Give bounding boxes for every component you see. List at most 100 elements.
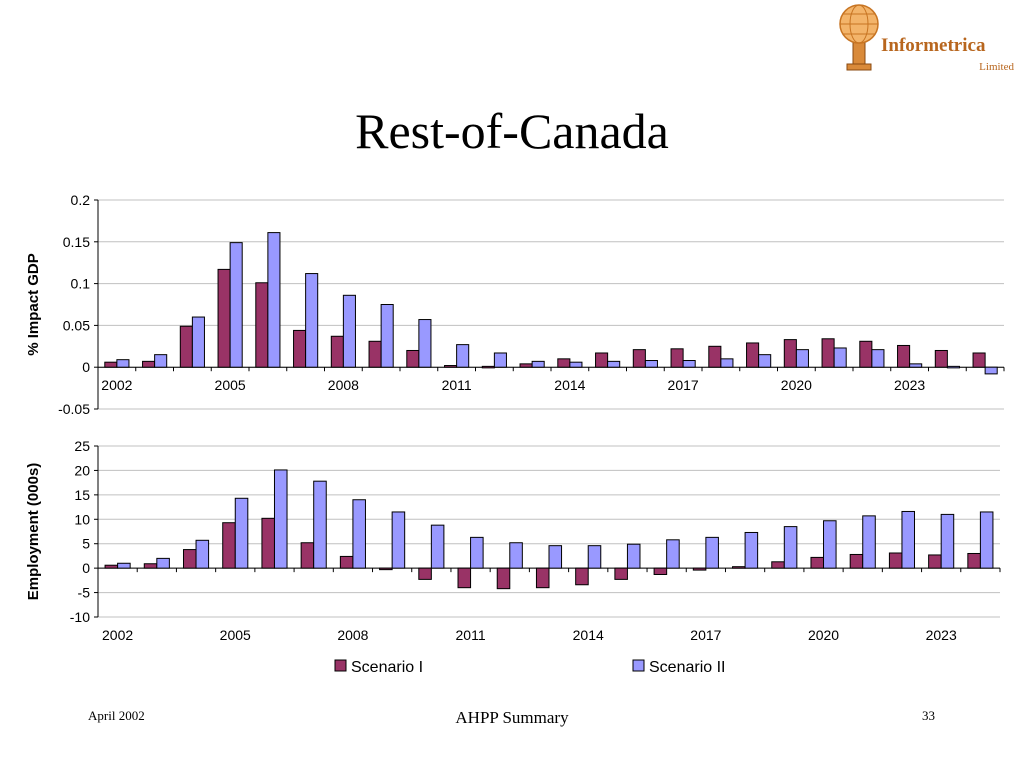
y-tick-label: 15 [74, 487, 90, 503]
bar-scenario-1-2003 [143, 563, 158, 569]
bar-scenario-2-2021 [862, 515, 876, 569]
bar-scenario-2-2022 [871, 349, 885, 368]
bar-scenario-2-2004 [191, 316, 205, 368]
bar-scenario-2-2023 [940, 513, 955, 569]
legend-label-1: Scenario I [351, 659, 423, 676]
bar-scenario-1-2003 [142, 360, 156, 368]
bar-scenario-1-2022 [888, 552, 903, 569]
x-tick-label: 2005 [220, 627, 251, 643]
bar-scenario-1-2009 [379, 567, 393, 571]
y-tick-label: 0 [82, 359, 90, 375]
bar-scenario-2-2010 [418, 319, 432, 368]
bar-scenario-2-2009 [380, 304, 394, 368]
bar-scenario-1-2023 [897, 344, 911, 368]
bar-scenario-1-2004 [179, 325, 193, 368]
chart-1: -0.05 0 0.05 0.1 0.15 0.2 2002 2005 2008 2011 2014… [25, 192, 1005, 417]
globe-logo-icon [839, 4, 879, 71]
bar-scenario-1-2021 [821, 338, 835, 368]
bar-scenario-1-2009 [368, 340, 382, 368]
bar-scenario-2-2020 [795, 349, 809, 368]
x-tick-label: 2017 [668, 377, 699, 393]
bar-scenario-1-2014 [557, 358, 571, 368]
bar-scenario-1-2010 [406, 349, 420, 368]
legend-swatch-2 [632, 659, 645, 672]
logo-subtitle: Limited [979, 61, 1014, 73]
bar-scenario-1-2008 [339, 555, 354, 569]
x-tick-label: 2020 [808, 627, 839, 643]
bar-scenario-1-2024 [934, 349, 948, 368]
logo-name: Informetrica [881, 35, 986, 56]
y-tick-label: -10 [70, 609, 90, 625]
bar-scenario-2-2021 [833, 347, 847, 368]
bar-scenario-1-2011 [457, 567, 472, 589]
bar-scenario-2-2015 [626, 543, 641, 569]
bar-scenario-2-2018 [720, 358, 734, 368]
bar-scenario-2-2018 [744, 531, 759, 569]
x-tick-label: 2008 [337, 627, 368, 643]
page-number: 33 [922, 708, 935, 723]
bar-scenario-2-2014 [587, 545, 602, 569]
bar-scenario-2-2003 [156, 557, 170, 569]
bar-scenario-2-2010 [430, 524, 445, 569]
x-tick-label: 2002 [101, 377, 132, 393]
bar-scenario-1-2013 [519, 363, 533, 368]
bar-scenario-1-2006 [261, 517, 275, 569]
bar-scenario-2-2025 [984, 366, 998, 375]
bar-scenario-1-2025 [972, 352, 986, 368]
bar-scenario-2-2008 [352, 499, 366, 569]
bar-scenario-2-2005 [229, 242, 243, 368]
bar-scenario-2-2017 [682, 360, 696, 368]
legend-swatch-1 [334, 659, 347, 672]
bar-scenario-1-2010 [418, 567, 432, 580]
bar-scenario-2-2019 [783, 526, 798, 569]
y-tick-label: -0.05 [58, 401, 90, 417]
bar-scenario-1-2016 [653, 567, 668, 575]
x-tick-label: 2005 [215, 377, 246, 393]
x-tick-label: 2008 [328, 377, 359, 393]
bar-scenario-1-2011 [444, 365, 458, 368]
bar-scenario-1-2005 [217, 268, 231, 368]
bar-scenario-1-2012 [496, 567, 511, 590]
y-tick-label: 0.2 [71, 192, 91, 208]
bar-scenario-1-2007 [300, 542, 315, 569]
bar-scenario-1-2020 [783, 339, 797, 368]
bar-scenario-1-2015 [595, 352, 609, 368]
legend: Scenario I Scenario II [334, 659, 725, 676]
bar-scenario-1-2002 [104, 564, 119, 569]
informetrica-logo: Informetrica Limited [838, 2, 1018, 78]
bar-scenario-2-2023 [909, 363, 923, 368]
bar-scenario-2-2020 [823, 520, 837, 569]
bar-scenario-1-2019 [746, 342, 760, 368]
bar-scenario-2-2002 [116, 359, 130, 368]
x-tick-label: 2002 [102, 627, 133, 643]
x-tick-label: 2020 [781, 377, 812, 393]
bar-scenario-2-2017 [705, 536, 719, 569]
bar-scenario-1-2007 [293, 329, 307, 368]
y-tick-label: 20 [74, 462, 90, 478]
bar-scenario-1-2018 [708, 345, 722, 368]
bar-scenario-2-2003 [154, 354, 168, 368]
x-tick-label: 2014 [554, 377, 585, 393]
bar-scenario-1-2018 [732, 566, 746, 569]
bar-scenario-1-2017 [670, 348, 684, 368]
y-tick-label: -5 [78, 585, 91, 601]
bar-scenario-2-2019 [758, 354, 772, 368]
bar-scenario-1-2004 [182, 549, 197, 569]
bar-scenario-2-2016 [644, 360, 658, 368]
x-tick-label: 2014 [573, 627, 604, 643]
bar-scenario-1-2014 [575, 567, 589, 586]
bar-scenario-2-2011 [456, 344, 470, 368]
bar-scenario-1-2015 [614, 567, 628, 580]
bar-scenario-2-2012 [493, 352, 507, 368]
y-axis-label: Employment (000s) [25, 463, 42, 601]
bar-scenario-2-2024 [946, 365, 960, 369]
bar-scenario-1-2008 [330, 335, 344, 368]
y-tick-label: 0.05 [63, 317, 90, 333]
bar-scenario-1-2002 [104, 361, 118, 368]
footer-date: April 2002 [88, 708, 145, 723]
bar-scenario-2-2022 [901, 510, 916, 569]
bar-scenario-2-2015 [607, 360, 621, 368]
bar-scenario-1-2005 [222, 522, 236, 569]
bar-scenario-1-2012 [481, 365, 495, 369]
bar-scenario-1-2020 [810, 556, 825, 569]
